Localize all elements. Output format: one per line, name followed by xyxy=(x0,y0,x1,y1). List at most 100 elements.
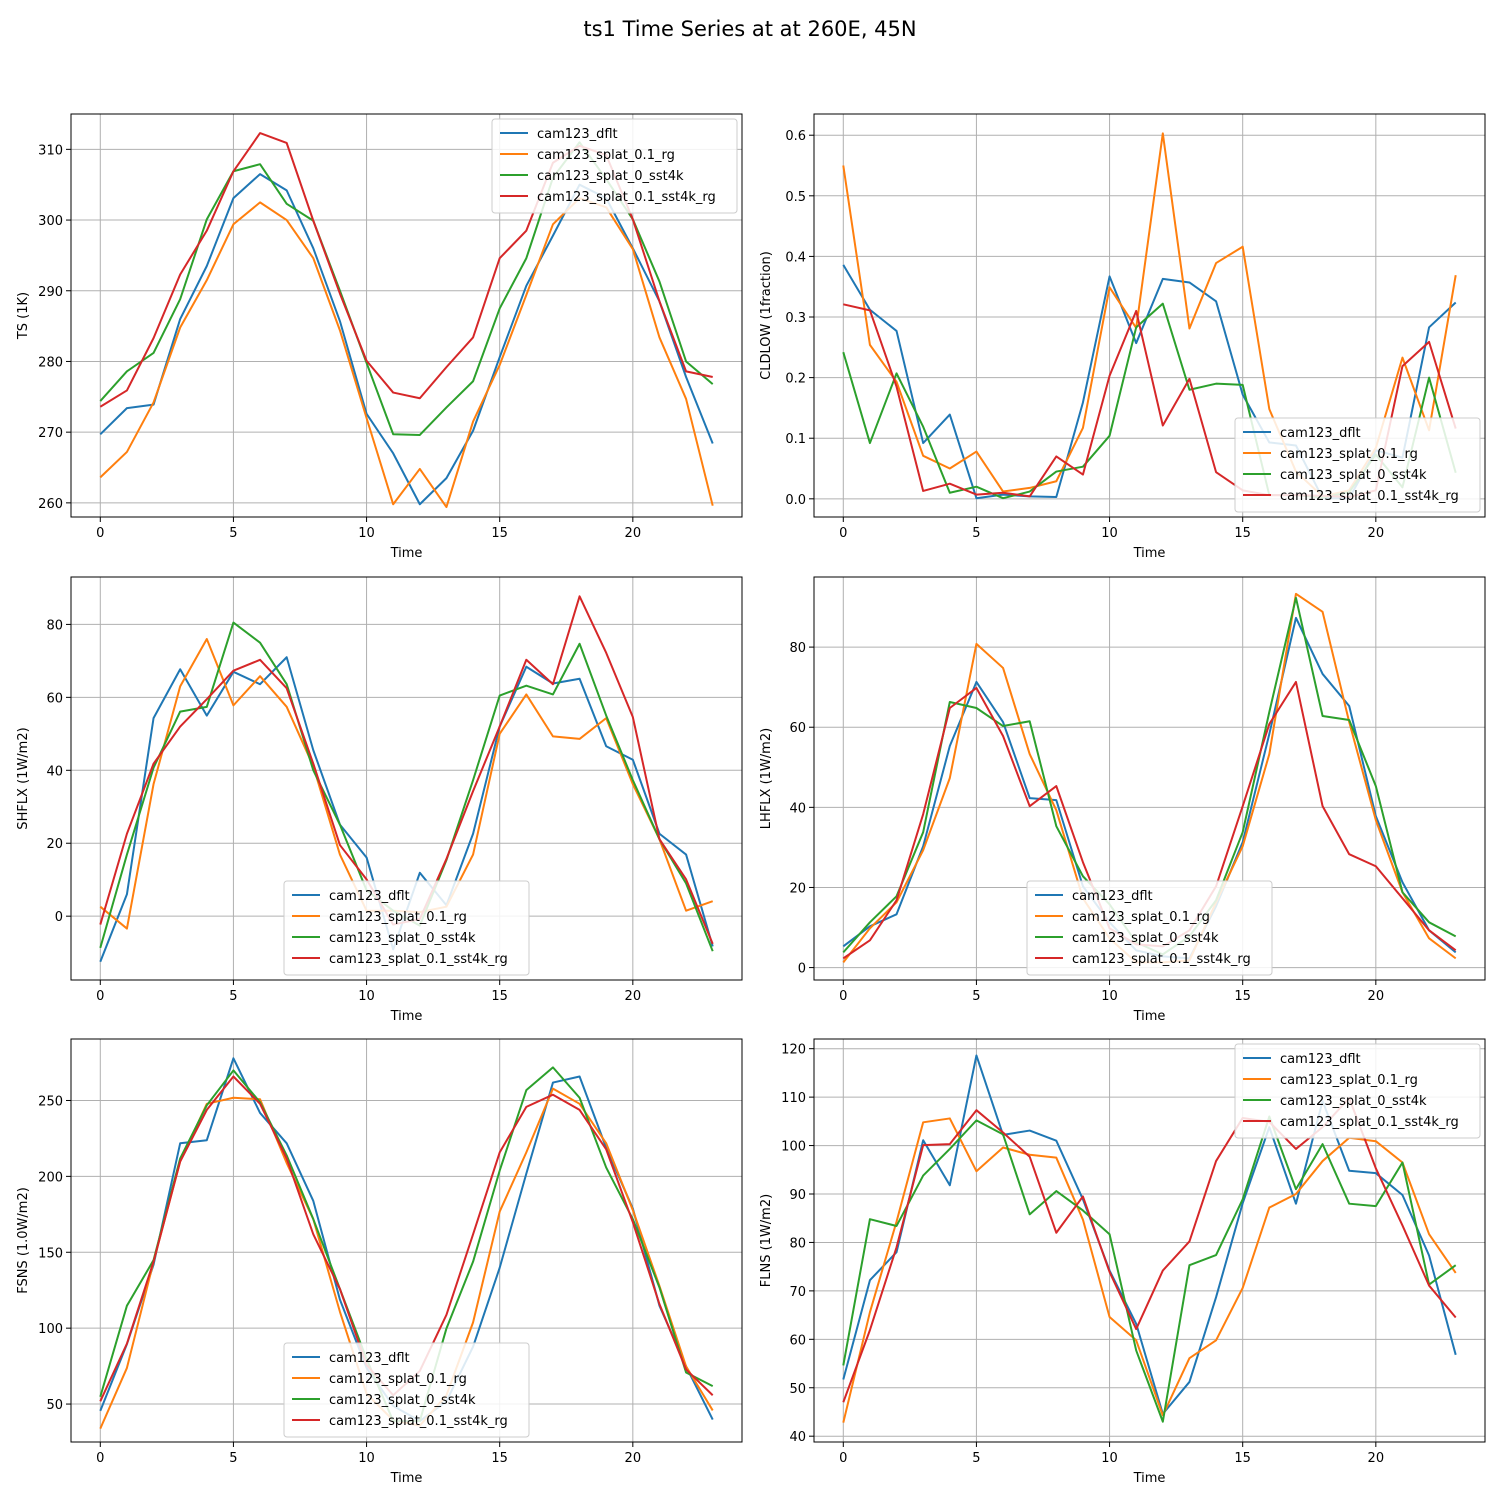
y-tick-label: 90 xyxy=(789,1188,806,1203)
y-tick-label: 100 xyxy=(38,1322,63,1337)
legend-entry: cam123_dflt xyxy=(1280,426,1361,441)
legend-entry: cam123_splat_0.1_rg xyxy=(329,910,467,925)
legend-entry: cam123_splat_0.1_sst4k_rg xyxy=(1072,952,1251,967)
chart-panel-2: 0 5 10 15 20 0 20 40 60 80 Time SHFLX (1W/m2) cam123… xyxy=(16,576,743,1024)
x-tick-label: 20 xyxy=(625,526,642,541)
x-tick-label: 5 xyxy=(972,526,980,541)
y-tick-label: 270 xyxy=(38,426,63,441)
legend-entry: cam123_splat_0_sst4k xyxy=(1280,468,1427,483)
x-axis-label: Time xyxy=(1133,1471,1166,1486)
y-tick-label: 200 xyxy=(38,1170,63,1185)
y-tick-label: 120 xyxy=(781,1043,806,1058)
x-tick-label: 0 xyxy=(96,526,104,541)
x-tick-label: 0 xyxy=(839,526,847,541)
legend-entry: cam123_splat_0.1_rg xyxy=(1280,447,1418,462)
x-tick-label: 0 xyxy=(96,989,104,1004)
x-tick-label: 15 xyxy=(1234,1451,1251,1466)
y-axis-label: LHFLX (1W/m2) xyxy=(759,728,774,829)
axes-frame xyxy=(813,113,1486,518)
y-axis-label: SHFLX (1W/m2) xyxy=(16,727,31,829)
y-tick-label: 310 xyxy=(38,143,63,158)
y-tick-label: 0.5 xyxy=(785,190,806,205)
y-tick-label: 80 xyxy=(789,1236,806,1251)
legend-entry: cam123_dflt xyxy=(1072,889,1153,904)
legend-entry: cam123_splat_0.1_sst4k_rg xyxy=(329,1414,508,1429)
chart-panel-5: 0 5 10 15 20 40 50 60 70 80 90 100 110 120 Time FLNS (1… xyxy=(759,1038,1486,1486)
y-tick-label: 40 xyxy=(789,1430,806,1445)
y-tick-label: 0.3 xyxy=(785,311,806,326)
x-tick-label: 20 xyxy=(625,1451,642,1466)
legend-entry: cam123_splat_0.1_rg xyxy=(1280,1073,1418,1088)
y-tick-label: 20 xyxy=(46,837,63,852)
legend-entry: cam123_splat_0.1_rg xyxy=(329,1372,467,1387)
x-tick-label: 10 xyxy=(358,989,375,1004)
y-tick-label: 60 xyxy=(46,691,63,706)
x-tick-label: 5 xyxy=(972,1451,980,1466)
y-axis-label: CLDLOW (1fraction) xyxy=(759,251,774,380)
legend-entry: cam123_splat_0.1_sst4k_rg xyxy=(537,190,716,205)
y-tick-label: 150 xyxy=(38,1246,63,1261)
x-tick-label: 15 xyxy=(491,1451,508,1466)
y-tick-label: 0 xyxy=(798,962,806,977)
axes-frame xyxy=(70,113,743,518)
chart-panel-3: 0 5 10 15 20 0 20 40 60 80 Time LHFLX (1W/m2) cam123… xyxy=(759,576,1486,1024)
y-tick-label: 50 xyxy=(789,1382,806,1397)
axes-frame xyxy=(70,1038,743,1443)
chart-panel-0: 0 5 10 15 20 260 270 280 290 300 310 Time TS (1K) cam… xyxy=(16,113,743,561)
chart-panel-1: 0 5 10 15 20 0.0 0.1 0.2 0.3 0.4 0.5 0.6 Time CLDLOW … xyxy=(759,113,1486,561)
legend-entry: cam123_splat_0_sst4k xyxy=(537,169,684,184)
y-tick-label: 100 xyxy=(781,1140,806,1155)
x-axis-label: Time xyxy=(1133,546,1166,561)
legend-entry: cam123_dflt xyxy=(329,1351,410,1366)
x-tick-label: 10 xyxy=(1101,1451,1118,1466)
x-tick-label: 5 xyxy=(972,989,980,1004)
y-axis-label: FSNS (1.0W/m2) xyxy=(16,1187,31,1294)
legend-box xyxy=(283,880,530,976)
y-tick-label: 60 xyxy=(789,1333,806,1348)
x-tick-label: 10 xyxy=(1101,526,1118,541)
x-axis-label: Time xyxy=(1133,1009,1166,1024)
y-tick-label: 280 xyxy=(38,355,63,370)
legend-entry: cam123_splat_0_sst4k xyxy=(329,931,476,946)
legend: cam123_dflt cam123_splat_0.1_rg cam123_spl… xyxy=(1234,417,1481,513)
y-tick-label: 80 xyxy=(46,618,63,633)
y-tick-label: 0.6 xyxy=(785,129,806,144)
x-tick-label: 10 xyxy=(358,526,375,541)
x-tick-label: 0 xyxy=(839,989,847,1004)
y-tick-label: 50 xyxy=(46,1398,63,1413)
legend-box xyxy=(491,118,738,214)
x-tick-label: 5 xyxy=(229,526,237,541)
series-line-cam123-splat-0-1-rg xyxy=(99,197,714,509)
x-tick-label: 10 xyxy=(358,1451,375,1466)
x-tick-label: 0 xyxy=(839,1451,847,1466)
x-axis-label: Time xyxy=(390,546,423,561)
y-tick-label: 80 xyxy=(789,641,806,656)
x-axis-label: Time xyxy=(390,1009,423,1024)
legend: cam123_dflt cam123_splat_0.1_rg cam123_spl… xyxy=(491,118,738,214)
axes-frame xyxy=(70,576,743,981)
y-tick-label: 40 xyxy=(789,801,806,816)
x-tick-label: 5 xyxy=(229,989,237,1004)
x-tick-label: 20 xyxy=(1368,1451,1385,1466)
legend-box xyxy=(1026,880,1273,976)
x-tick-label: 20 xyxy=(1368,989,1385,1004)
x-tick-label: 10 xyxy=(1101,989,1118,1004)
legend-box xyxy=(1234,417,1481,513)
y-tick-label: 110 xyxy=(781,1091,806,1106)
legend-box xyxy=(1234,1043,1481,1139)
y-axis-label: FLNS (1W/m2) xyxy=(759,1194,774,1287)
y-tick-label: 40 xyxy=(46,764,63,779)
figure-title: ts1 Time Series at at 260E, 45N xyxy=(583,17,916,41)
y-tick-label: 0 xyxy=(55,910,63,925)
legend-entry: cam123_splat_0_sst4k xyxy=(1280,1094,1427,1109)
legend: cam123_dflt cam123_splat_0.1_rg cam123_spl… xyxy=(1234,1043,1481,1139)
series-line-cam123-splat-0-sst4k xyxy=(842,1115,1457,1423)
x-tick-label: 5 xyxy=(229,1451,237,1466)
axes-frame xyxy=(813,1038,1486,1443)
chart-panel-4: 0 5 10 15 20 50 100 150 200 250 Time FSNS (1.0W/m2)… xyxy=(16,1038,743,1486)
x-tick-label: 20 xyxy=(1368,526,1385,541)
x-axis-label: Time xyxy=(390,1471,423,1486)
legend-entry: cam123_dflt xyxy=(537,127,618,142)
legend: cam123_dflt cam123_splat_0.1_rg cam123_spl… xyxy=(283,880,530,976)
y-tick-label: 260 xyxy=(38,497,63,512)
